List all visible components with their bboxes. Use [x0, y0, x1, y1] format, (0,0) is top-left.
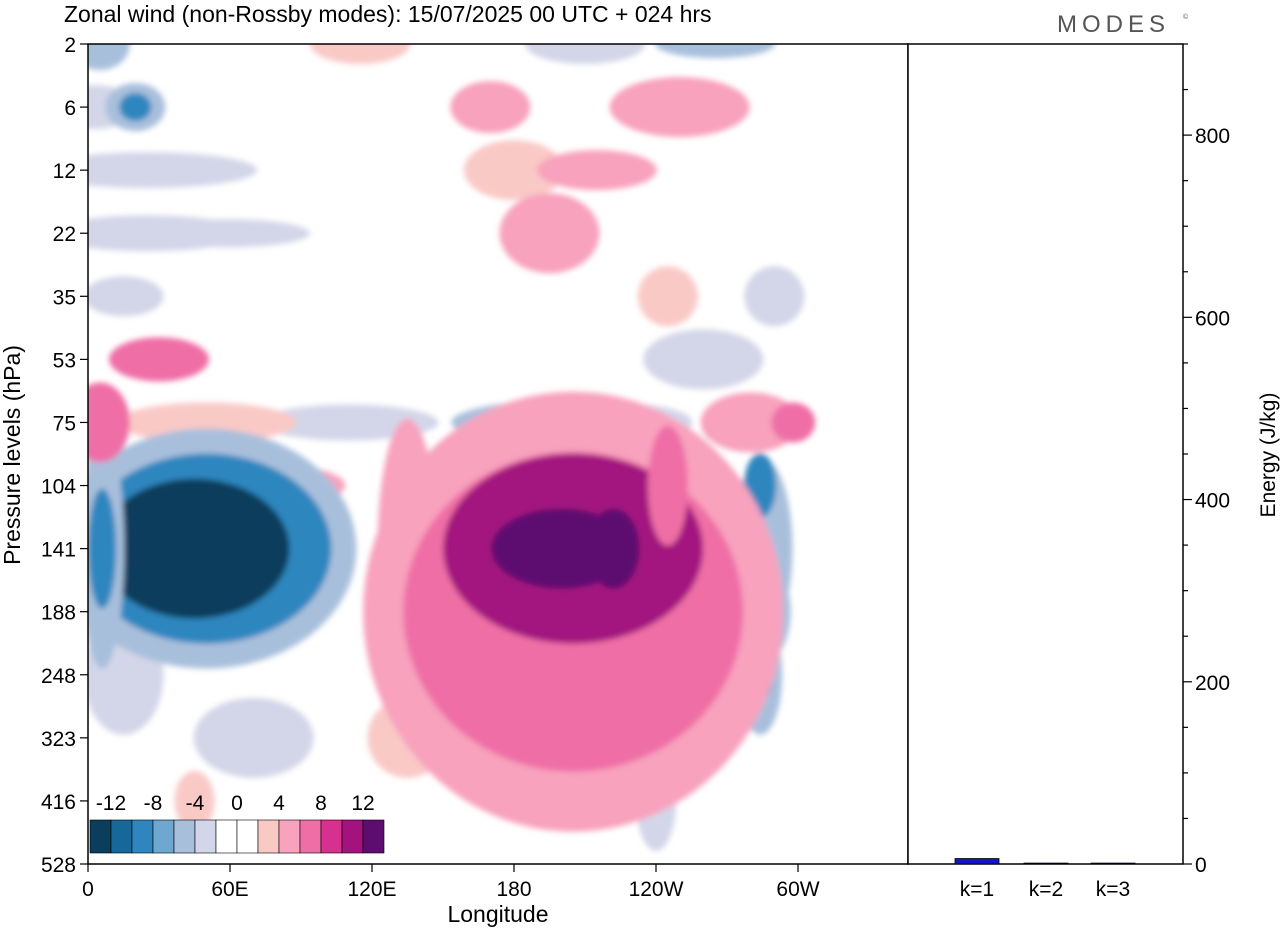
wind-contour — [536, 150, 657, 191]
energy-category-label: k=1 — [960, 878, 994, 901]
colorbar: -12 -8 -4 0 4 8 12 — [89, 792, 385, 854]
y-tick-label: 2 — [64, 34, 76, 57]
wind-contour — [450, 81, 531, 134]
colorbar-swatch — [257, 819, 280, 854]
colorbar-label: 4 — [273, 792, 285, 815]
wind-contour — [310, 44, 411, 64]
brand-logo: MODES — [1057, 11, 1170, 38]
colorbar-swatch — [299, 819, 322, 854]
colorbar-swatch — [173, 819, 196, 854]
y-tick-label: 35 — [53, 286, 76, 309]
colorbar-label: 0 — [231, 792, 243, 815]
energy-category-label: k=3 — [1096, 878, 1130, 901]
y-tick-label: 188 — [41, 602, 76, 625]
wind-contour — [700, 392, 801, 453]
colorbar-label: 12 — [351, 792, 374, 815]
pressure-axis: 2 6 12 22 35 53 75 104 141 188 248 323 416 528 — [41, 34, 88, 877]
colorbar-swatch — [236, 819, 259, 854]
y-tick-label: 12 — [53, 160, 76, 183]
y-tick-label: 6 — [64, 97, 76, 120]
colorbar-label: -12 — [96, 792, 126, 815]
wind-contour — [174, 770, 215, 831]
energy-frame — [907, 43, 1184, 865]
colorbar-swatch — [110, 819, 133, 854]
wind-contour — [464, 140, 564, 201]
colorbar-swatch — [194, 819, 217, 854]
wind-contour — [88, 44, 130, 70]
wind-contour — [124, 500, 265, 597]
wind-contour — [655, 44, 776, 58]
wind-contour — [647, 425, 688, 546]
y-axis-title: Pressure levels (hPa) — [0, 345, 25, 565]
wind-contour — [88, 488, 117, 609]
wind-contour — [88, 152, 258, 189]
zonal-wind-heatmap — [87, 43, 909, 865]
colorbar-swatch — [278, 819, 301, 854]
colorbar-label: -4 — [186, 792, 205, 815]
wind-contour — [637, 266, 698, 327]
wind-contour — [109, 337, 209, 382]
colorbar-swatch — [341, 819, 364, 854]
y-tick-label: 323 — [41, 728, 76, 751]
energy-tick-label: 600 — [1195, 307, 1230, 330]
y-tick-label: 528 — [41, 854, 76, 877]
x-tick-label: 180 — [496, 878, 531, 901]
energy-axis-title: Energy (J/kg) — [1257, 393, 1280, 518]
colorbar-label: -8 — [144, 792, 163, 815]
x-axis-title: Longitude — [447, 901, 548, 927]
wind-contour — [88, 276, 164, 317]
colorbar-swatch — [131, 819, 154, 854]
x-tick-label: 120E — [347, 878, 396, 901]
colorbar-swatch — [362, 819, 385, 854]
wind-contour — [119, 93, 152, 122]
brand-mark: © — [1183, 13, 1189, 21]
wind-contour — [587, 508, 640, 589]
y-tick-label: 53 — [53, 349, 76, 372]
y-tick-label: 248 — [41, 665, 76, 688]
colorbar-swatch — [152, 819, 175, 854]
wind-contour — [643, 329, 764, 390]
x-tick-label: 0 — [82, 878, 94, 901]
wind-contour — [88, 382, 130, 463]
y-tick-label: 75 — [53, 412, 76, 435]
energy-bar — [1023, 862, 1069, 865]
energy-bar — [954, 858, 1000, 865]
y-tick-label: 104 — [41, 476, 76, 499]
wind-contour — [116, 402, 297, 443]
energy-panel: 0 200 400 600 800 k=1 k=2 k=3 — [907, 43, 1230, 901]
wind-contour — [193, 697, 314, 778]
wind-contour — [744, 266, 805, 327]
energy-tick-label: 400 — [1195, 490, 1230, 513]
energy-tick-label: 800 — [1195, 125, 1230, 148]
x-tick-label: 120W — [629, 878, 684, 901]
chart-title: Zonal wind (non-Rossby modes): 15/07/202… — [64, 1, 712, 27]
wind-contour — [150, 219, 310, 248]
x-tick-label: 60E — [211, 878, 248, 901]
energy-tick-label: 0 — [1195, 854, 1207, 877]
y-tick-label: 22 — [53, 223, 76, 246]
colorbar-swatch — [89, 819, 112, 854]
y-tick-label: 416 — [41, 791, 76, 814]
energy-category-label: k=2 — [1029, 878, 1063, 901]
x-tick-label: 60W — [776, 878, 819, 901]
longitude-axis: 0 60E 120E 180 120W 60W — [82, 864, 820, 901]
wind-contour — [609, 77, 750, 138]
energy-tick-label: 200 — [1195, 672, 1230, 695]
wind-contour — [771, 402, 816, 443]
colorbar-swatch — [215, 819, 238, 854]
y-tick-label: 141 — [41, 539, 76, 562]
colorbar-label: 8 — [315, 792, 327, 815]
wind-contour — [258, 404, 439, 441]
wind-contour — [525, 44, 645, 64]
wind-contour — [499, 193, 600, 274]
energy-bar — [1090, 862, 1136, 865]
colorbar-swatch — [320, 819, 343, 854]
